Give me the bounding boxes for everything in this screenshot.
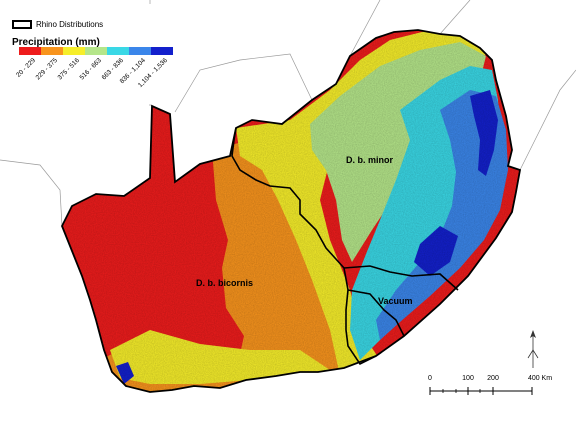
scale-tick-400: 400 Km xyxy=(527,375,553,382)
namibia-coast xyxy=(0,159,63,227)
botswana-border xyxy=(174,53,313,113)
ramp-swatch-2 xyxy=(63,47,85,55)
zimbabwe-border xyxy=(349,0,381,57)
ramp-swatch-6 xyxy=(151,47,173,55)
mozambique-border xyxy=(439,0,471,35)
ramp-swatch-5 xyxy=(129,47,151,55)
scale-tick-100: 100 xyxy=(462,375,474,382)
vacuum-north-boundary xyxy=(347,289,405,337)
boundary-label: Rhino Distributions xyxy=(36,19,104,29)
boundary-swatch xyxy=(12,19,32,29)
ramp-swatch-1 xyxy=(41,47,63,55)
north-arrow-icon xyxy=(527,330,539,368)
region-label-minor: D. b. minor xyxy=(346,155,393,165)
precipitation-class-labels: 20 - 229 229 - 375 375 - 516 516 - 663 663 -… xyxy=(15,57,179,97)
mozambique-coast xyxy=(519,69,576,171)
ramp-swatch-3 xyxy=(85,47,107,55)
precipitation-title: Precipitation (mm) xyxy=(12,37,100,48)
distribution-boundaries xyxy=(231,127,459,366)
map-legend: Rhino Distributions Precipitation (mm) 2… xyxy=(4,4,174,104)
region-label-bicornis: D. b. bicornis xyxy=(196,278,254,288)
scale-tick-200: 200 xyxy=(487,375,499,382)
ramp-swatch-4 xyxy=(107,47,129,55)
bicornis-minor-boundary xyxy=(231,127,377,366)
precipitation-color-ramp xyxy=(19,47,173,55)
region-label-vacuum: Vacuum xyxy=(378,296,413,306)
scale-tick-0: 0 xyxy=(428,375,432,382)
ramp-label-1: 229 - 375 xyxy=(34,57,60,82)
ramp-swatch-0 xyxy=(19,47,41,55)
scale-bar-graphic xyxy=(429,387,533,395)
ramp-label-3: 516 - 663 xyxy=(78,57,104,82)
ramp-label-2: 375 - 516 xyxy=(56,57,82,82)
scale-bar: 0 100 200 400 Km xyxy=(428,375,552,408)
minor-vacuum-boundary xyxy=(343,265,459,291)
boundary-legend-item: Rhino Distributions xyxy=(12,18,103,30)
south-africa-outline xyxy=(61,29,522,393)
